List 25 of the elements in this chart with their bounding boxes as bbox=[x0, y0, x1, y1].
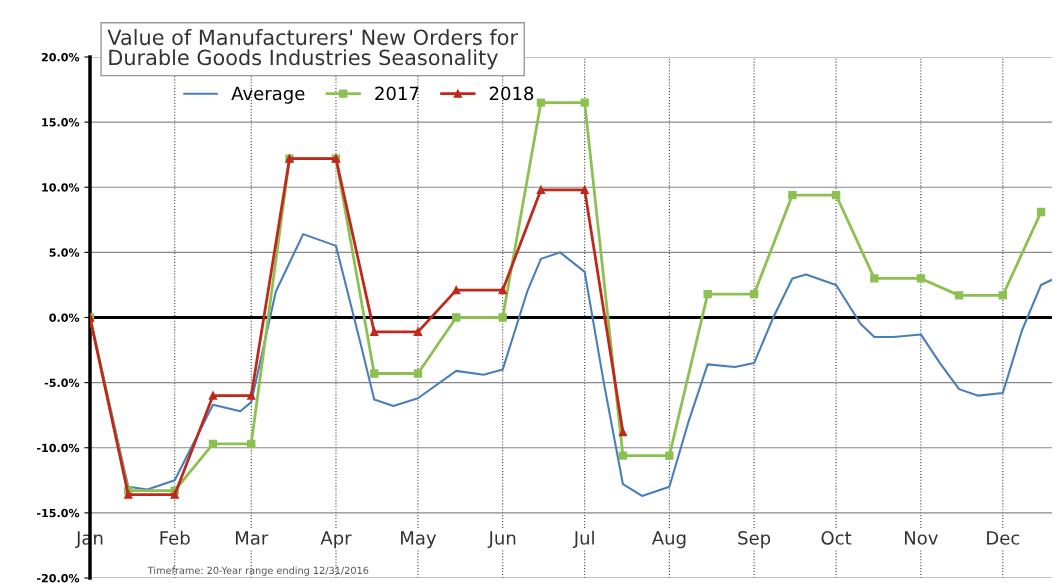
x-tick-label: Jul bbox=[572, 530, 594, 549]
y-tick-label: -15.0% bbox=[37, 508, 80, 518]
x-tick-label: Jun bbox=[487, 531, 516, 549]
y-tick-label: 0.0% bbox=[49, 313, 80, 322]
y-tick-label: -10.0% bbox=[37, 443, 80, 453]
y-tick-label: 20.0% bbox=[41, 52, 80, 62]
x-tick-label: Sep bbox=[738, 531, 771, 549]
x-tick-label: Mar bbox=[235, 531, 269, 545]
x-tick-label: Aug bbox=[651, 531, 686, 549]
y-tick-label: -5.0% bbox=[44, 378, 80, 387]
y-tick-label: -20.0% bbox=[37, 573, 80, 583]
y-tick-label: 5.0% bbox=[49, 248, 80, 257]
x-tick-label: Oct bbox=[821, 531, 852, 545]
legend-label: 2018 bbox=[489, 86, 534, 101]
y-tick-label: 10.0% bbox=[42, 183, 80, 192]
chart-title: Value of Manufacturers' New Orders for Durable Goods Industries Seasonality bbox=[107, 29, 518, 70]
x-tick-label: Nov bbox=[904, 531, 938, 545]
y-tick-label: 15.0% bbox=[42, 118, 80, 127]
x-tick-label: Dec bbox=[987, 531, 1020, 545]
legend-label: Average bbox=[231, 86, 305, 104]
x-tick-label: May bbox=[401, 531, 437, 549]
x-tick-label: Apr bbox=[320, 531, 352, 549]
legend-label: 2017 bbox=[375, 86, 419, 101]
x-tick-label: Feb bbox=[160, 530, 190, 545]
annotation: Timeframe: 20-Year range ending 12/31/2016 bbox=[147, 566, 369, 576]
